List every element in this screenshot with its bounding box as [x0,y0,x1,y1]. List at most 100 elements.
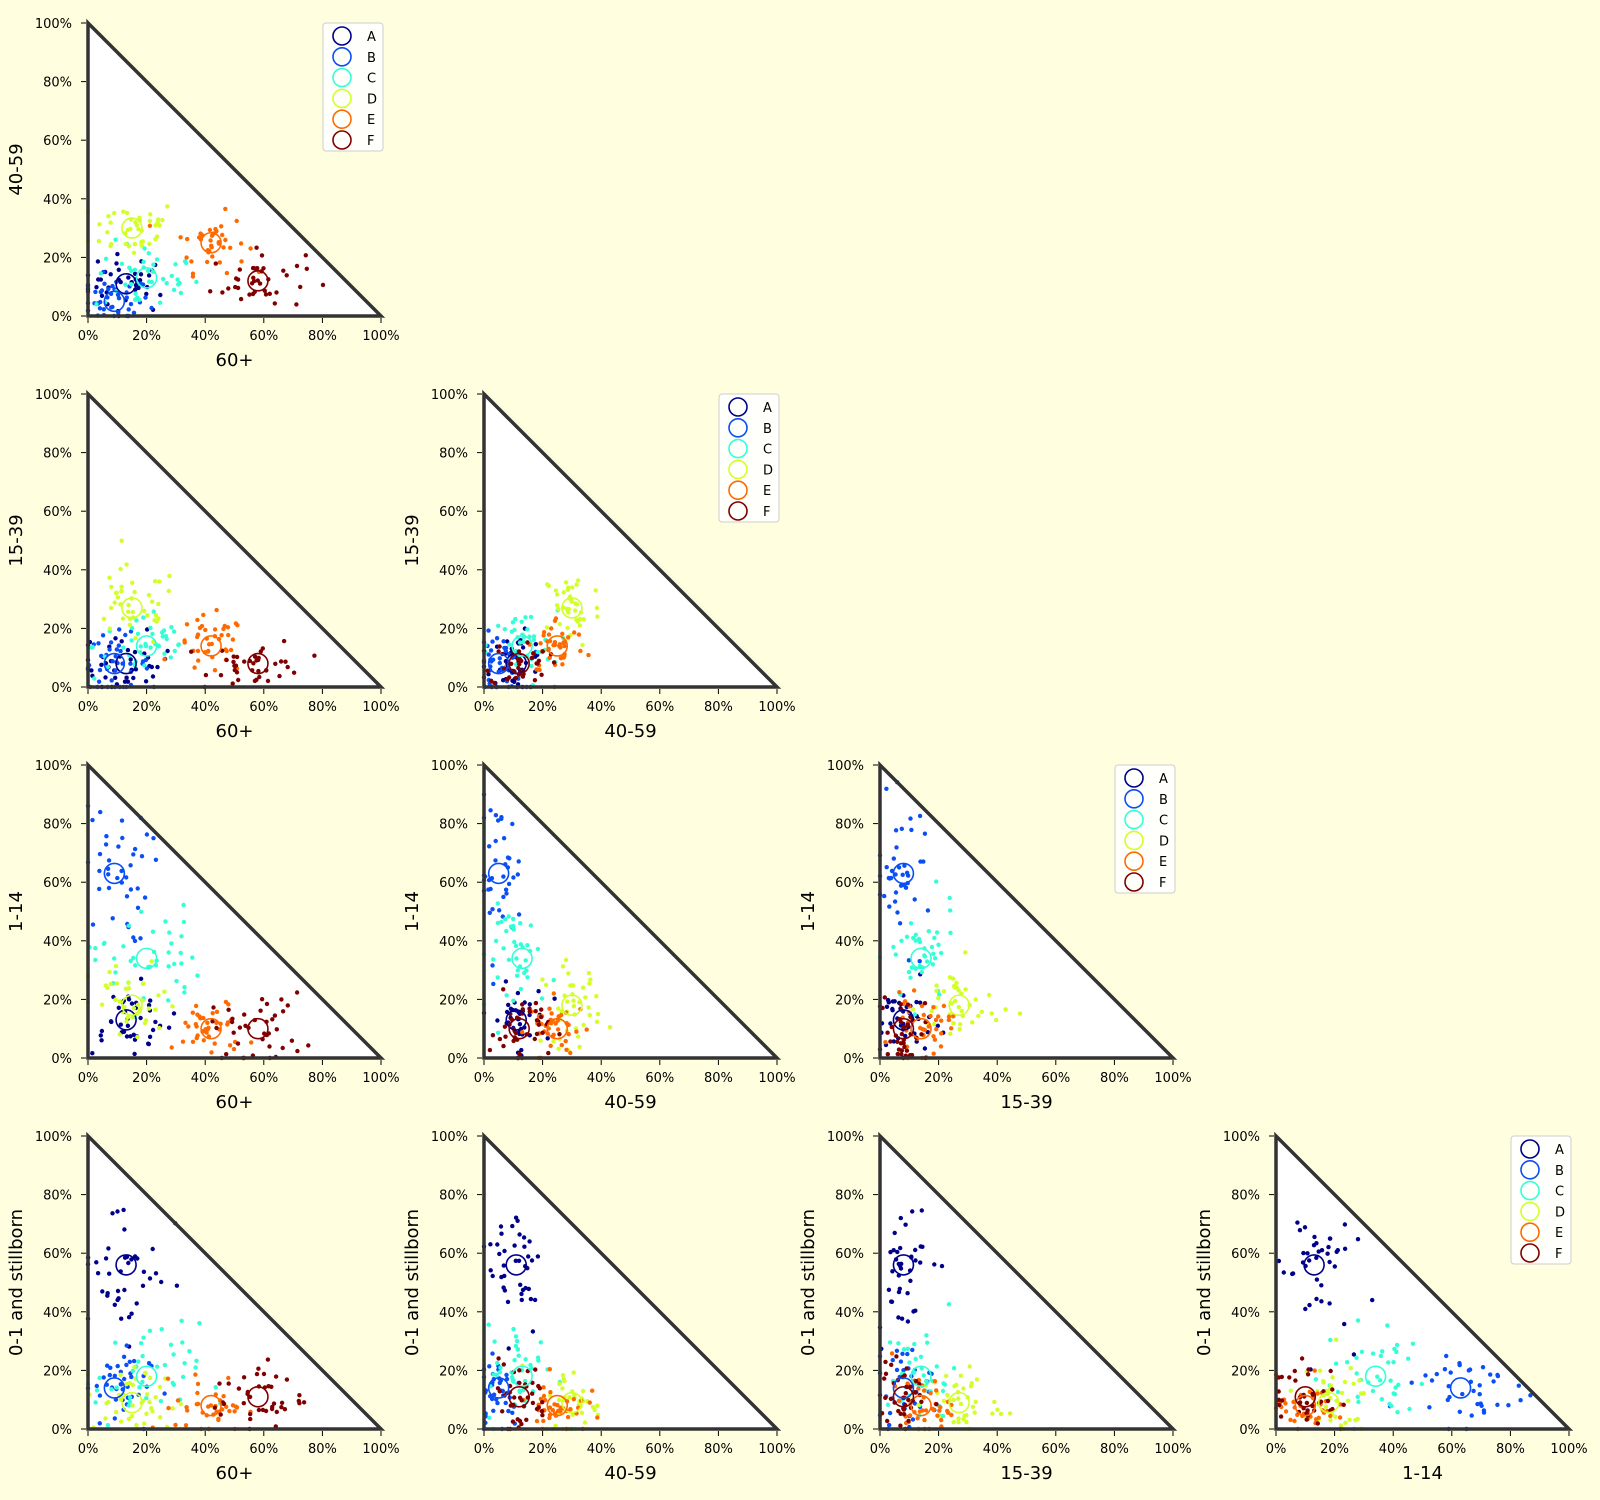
point-B [912,897,917,902]
point-F [530,1391,535,1396]
point-E [228,647,234,653]
point-E [195,1390,200,1396]
point-E [547,1367,552,1372]
point-B [124,1343,129,1348]
point-E [226,632,231,638]
point-F [1279,1374,1285,1380]
point-F [294,990,300,995]
point-D [970,1020,975,1025]
point-B [1423,1373,1428,1378]
y-axis-label: 0-1 and stillborn [798,1209,819,1356]
point-D [126,602,131,608]
point-B [135,905,141,910]
point-A [99,1028,105,1034]
point-B [903,885,909,890]
point-C [492,1339,497,1344]
centroid-F [508,652,530,675]
point-F [490,1033,496,1038]
point-B [487,910,492,915]
point-E [224,270,230,276]
point-D [134,1423,139,1428]
point-B [1446,1384,1451,1389]
point-C [930,962,935,967]
x-tick-label: 0% [78,1442,99,1457]
point-F [487,1047,493,1053]
point-C [885,1402,891,1408]
x-tick-label: 60% [645,700,674,715]
point-A [1370,1297,1375,1303]
point-F [520,1007,525,1012]
point-C [499,919,504,925]
point-C [171,287,177,293]
point-A [898,1266,904,1271]
point-E [920,1408,925,1413]
y-tick-label: 100% [431,1130,468,1145]
point-C [127,1399,132,1404]
point-C [93,946,98,951]
point-F [218,673,224,678]
point-F [883,1395,888,1401]
point-B [103,842,109,847]
point-F [254,245,259,250]
point-E [182,638,187,643]
point-D [958,1401,964,1407]
point-B [1516,1383,1522,1388]
point-D [588,977,593,982]
x-tick-label: 0% [78,700,99,715]
point-D [130,580,135,585]
point-D [973,1399,978,1405]
point-D [99,1002,105,1007]
point-E [934,1027,939,1032]
point-D [120,616,126,621]
point-A [115,1209,120,1214]
point-A [532,1297,538,1303]
centroid-E [546,1394,569,1417]
point-C [168,655,173,660]
point-F [512,1395,517,1400]
point-F [213,261,218,266]
point-D [958,1022,963,1027]
point-F [1328,1368,1333,1374]
point-A [885,997,891,1003]
point-F [1299,1356,1305,1361]
point-D [934,983,939,988]
point-A [94,285,99,290]
point-F [277,673,282,679]
point-F [265,678,271,684]
point-F [252,678,258,684]
point-A [132,1051,137,1057]
triangle-frame [482,389,782,689]
point-A [506,1002,511,1008]
point-F [243,1023,248,1028]
point-C [535,946,541,952]
point-F [502,1024,508,1029]
point-F [256,1407,262,1413]
point-A [140,1283,146,1289]
point-D [112,600,117,605]
point-A [138,976,144,981]
point-E [192,665,197,670]
point-A [108,1019,114,1024]
point-D [170,1406,175,1411]
point-D [170,1004,175,1009]
point-B [1445,1397,1451,1403]
point-B [1466,1368,1472,1373]
centroid-F [1294,1385,1317,1408]
point-D [146,592,152,598]
point-D [152,579,158,584]
point-F [229,1019,235,1025]
point-C [535,649,541,655]
point-E [178,235,183,240]
point-F [517,1368,522,1373]
point-C [519,619,524,624]
point-A [1303,1306,1308,1312]
point-F [274,1027,279,1032]
point-D [166,588,171,594]
point-D [571,998,576,1003]
point-B [96,679,102,684]
point-F [265,1357,271,1362]
point-B [498,1378,503,1383]
point-B [139,854,145,859]
point-A [146,1041,151,1047]
